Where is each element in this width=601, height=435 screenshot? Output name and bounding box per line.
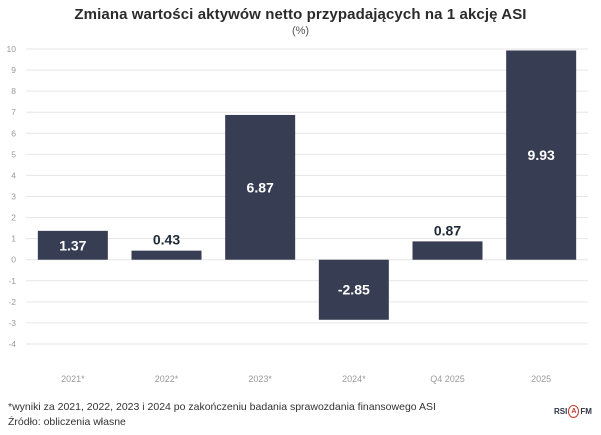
footnote-source: Źródło: obliczenia własne (8, 416, 126, 428)
bars (37, 50, 577, 320)
footnote-results: *wyniki za 2021, 2022, 2023 i 2024 po za… (8, 401, 436, 413)
y-tick-label: 6 (11, 128, 16, 138)
y-tick-label: 10 (7, 44, 17, 54)
y-tick-label: 4 (11, 170, 16, 180)
y-tick-label: 0 (11, 255, 16, 265)
data-label: 0.43 (153, 232, 180, 248)
x-tick-label: 2021* (61, 374, 85, 384)
chart-subtitle: (%) (291, 25, 310, 37)
y-tick-label: 3 (11, 192, 16, 202)
y-tick-label: 2 (11, 213, 16, 223)
y-tick-label: 5 (11, 149, 16, 159)
bar (131, 250, 202, 260)
chart-title: Zmiana wartości aktywów netto przypadają… (74, 6, 527, 23)
x-tick-label: 2024* (342, 374, 366, 384)
y-tick-label: 7 (11, 107, 16, 117)
x-tick-label: 2022* (155, 374, 179, 384)
bar (412, 241, 483, 260)
bar-chart: -4 -3 -2 -1 0 1 2 3 4 5 6 7 8 9 10 1.37 0.43 6.87 -2.85 0.… (7, 44, 588, 384)
data-label: -2.85 (338, 282, 370, 298)
data-label: 6.87 (247, 179, 274, 195)
x-tick-label: Q4 2025 (430, 374, 465, 384)
data-label: 9.93 (528, 147, 555, 163)
y-tick-label: 1 (11, 234, 16, 244)
data-labels: 1.37 0.43 6.87 -2.85 0.87 9.93 (59, 147, 555, 298)
y-tick-label: -2 (8, 297, 16, 307)
logo-circle-icon: A (568, 404, 580, 418)
y-axis: -4 -3 -2 -1 0 1 2 3 4 5 6 7 8 9 10 (7, 44, 17, 349)
y-tick-label: -1 (8, 276, 16, 286)
y-tick-label: 8 (11, 86, 16, 96)
logo-text-left: RSI (554, 406, 568, 416)
x-tick-label: 2023* (248, 374, 272, 384)
bar (37, 230, 108, 260)
grid-lines (26, 48, 588, 345)
x-axis: 2021* 2022* 2023* 2024* Q4 2025 2025 (61, 374, 551, 384)
y-tick-label: 9 (11, 65, 16, 75)
y-tick-label: -4 (8, 339, 16, 349)
rsi-afm-logo: RSI A FM (554, 402, 594, 420)
y-tick-label: -3 (8, 318, 16, 328)
x-tick-label: 2025 (531, 374, 551, 384)
bar (506, 50, 577, 260)
logo-text-right: FM (580, 406, 592, 416)
data-label: 1.37 (59, 237, 86, 253)
data-label: 0.87 (434, 222, 461, 238)
bar (225, 114, 296, 260)
bar (318, 259, 389, 320)
